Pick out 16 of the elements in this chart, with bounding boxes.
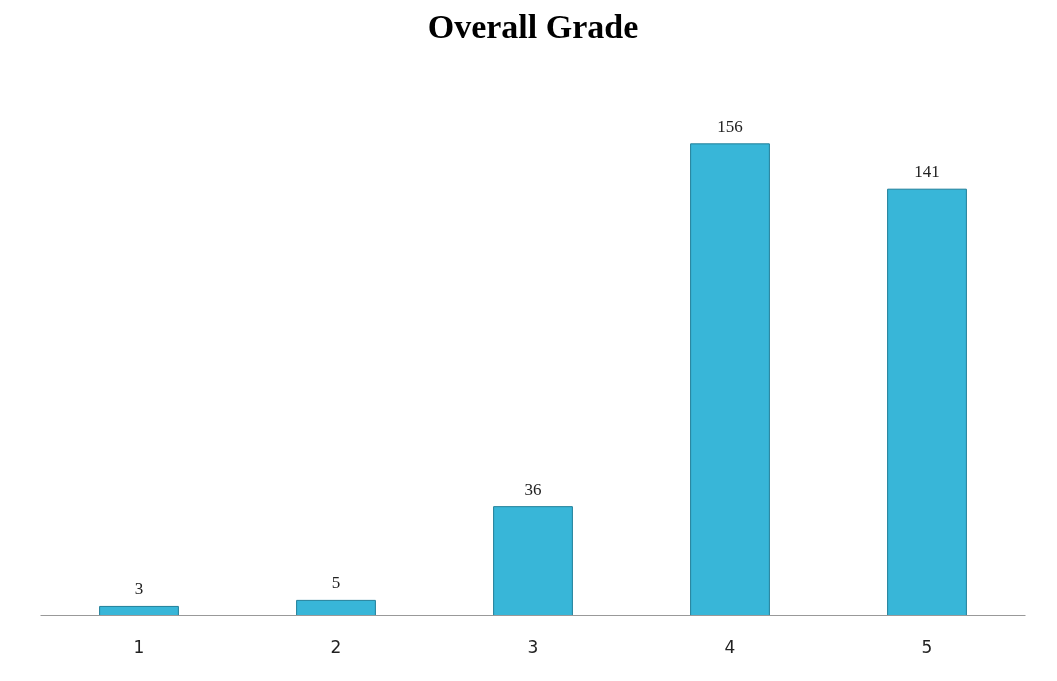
data-label: 141 <box>914 162 940 182</box>
chart-title: Overall Grade <box>427 7 639 45</box>
x-tick-label: 1 <box>133 636 145 657</box>
data-label: 5 <box>331 573 341 593</box>
data-label: 156 <box>717 116 743 136</box>
data-label: 3 <box>134 579 144 599</box>
x-tick-label: 5 <box>921 636 933 657</box>
bar <box>690 143 770 616</box>
bar <box>99 605 179 616</box>
bar <box>296 599 376 616</box>
bar <box>493 506 573 616</box>
x-tick-label: 3 <box>527 636 539 657</box>
x-tick-label: 4 <box>724 636 736 657</box>
x-tick-label: 2 <box>330 636 342 657</box>
data-label: 36 <box>524 479 542 499</box>
bar <box>887 188 967 616</box>
